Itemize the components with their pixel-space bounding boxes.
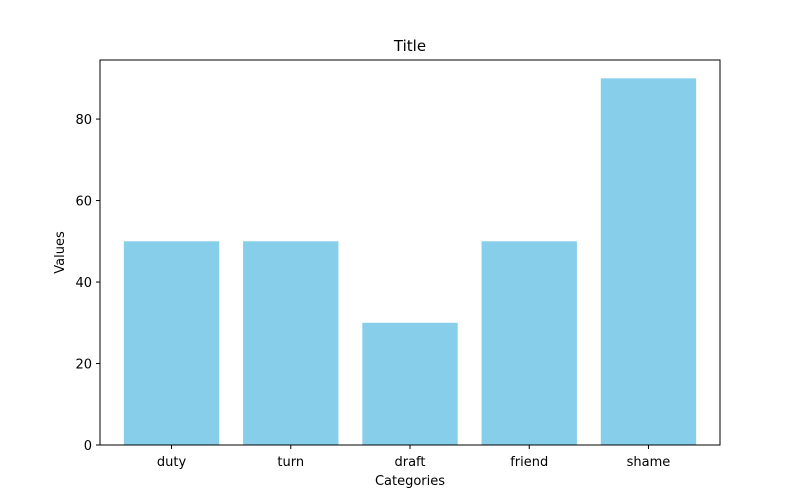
y-tick-label: 80 [75,113,92,128]
y-axis-label: Values [53,231,68,274]
x-axis-ticks: duty turn draft friend shame [157,445,670,470]
x-tick-label: turn [277,455,304,470]
y-tick-label: 20 [75,358,92,373]
y-axis-ticks: 0 20 40 60 80 [75,113,100,454]
plot-frame [99,59,721,446]
x-tick-label: friend [510,455,548,470]
bar-turn [243,241,339,445]
bars-group [123,78,697,445]
bar-duty [123,241,220,445]
x-tick-label: draft [394,455,425,470]
bar-shame [600,78,697,445]
x-tick-label: duty [157,455,187,470]
bar-friend [481,241,577,445]
y-tick-label: 60 [75,195,92,210]
bar-draft [362,322,458,445]
y-tick-label: 40 [75,276,92,291]
x-axis-label: Categories [375,474,445,489]
chart-title: Title [393,37,426,55]
y-tick-label: 0 [84,439,92,454]
x-tick-label: shame [627,455,671,470]
